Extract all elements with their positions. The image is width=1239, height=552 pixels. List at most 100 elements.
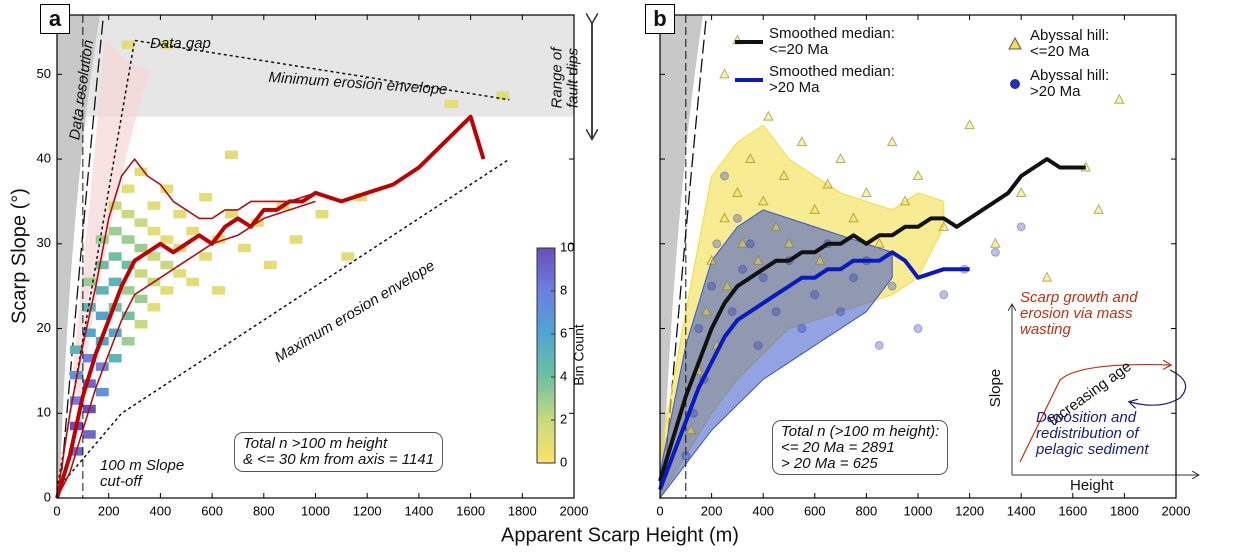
scatter-point	[753, 340, 763, 350]
scatter-point	[886, 136, 898, 147]
heatmap-cell	[496, 91, 510, 100]
y-tick-label: 40	[37, 150, 51, 165]
median-line	[56, 158, 316, 499]
scatter-point	[822, 178, 834, 189]
median-line	[55, 114, 486, 499]
heatmap-cell	[160, 184, 174, 193]
heatmap-cell	[82, 430, 96, 439]
heatmap-cell	[212, 286, 226, 295]
scatter-point	[938, 220, 950, 231]
scatter-point	[732, 186, 743, 197]
scatter-point	[778, 169, 790, 180]
scatter-point	[712, 239, 722, 249]
scatter-point	[939, 290, 949, 300]
scatter-point	[887, 281, 897, 291]
scatter-point	[912, 169, 924, 180]
heatmap-cell	[95, 235, 109, 244]
heatmap-cell	[108, 201, 122, 210]
x-tick-label: 1800	[508, 503, 537, 518]
heatmap-cell	[108, 226, 122, 236]
scatter-point	[757, 195, 769, 206]
heatmap-cell	[82, 277, 96, 287]
heatmap-cell	[444, 99, 458, 109]
annotation: Deposition and redistribution of pelagic…	[1036, 409, 1149, 458]
band	[659, 209, 893, 500]
heatmap-cell	[134, 320, 148, 329]
scatter-point	[964, 119, 975, 130]
heatmap-cell	[95, 362, 109, 371]
scatter-point	[810, 290, 820, 300]
x-tick-label: 600	[201, 503, 223, 518]
scatter-point	[744, 152, 756, 164]
x-tick-label: 0	[656, 503, 663, 518]
scatter-point	[1015, 186, 1027, 197]
x-tick-label: 800	[856, 503, 878, 518]
heatmap-cell	[121, 235, 135, 244]
scatter-point	[783, 237, 795, 248]
heatmap-cell	[199, 252, 213, 261]
heatmap-cell	[186, 277, 200, 287]
scatter-point	[719, 212, 730, 223]
heatmap-cell	[134, 269, 148, 278]
scatter-point	[849, 273, 858, 283]
x-tick-label: 2000	[560, 503, 589, 518]
heatmap-cell	[108, 353, 122, 363]
scatter-point	[835, 152, 846, 164]
scatter-point	[763, 110, 774, 121]
scatter-point	[701, 305, 712, 316]
heatmap-cell	[69, 345, 83, 354]
heatmap-cell	[263, 260, 277, 270]
scatter-point	[836, 307, 846, 317]
x-tick-label: 1200	[955, 503, 984, 518]
scatter-point	[796, 136, 808, 147]
scatter-point	[1041, 271, 1053, 282]
scatter-point	[694, 324, 704, 334]
heatmap-cell	[82, 353, 96, 363]
panel-label: b	[645, 4, 675, 34]
scatter-point	[738, 264, 748, 274]
scatter-point	[706, 254, 717, 265]
inset-axis-label: Height	[1070, 477, 1114, 494]
heatmap-cell	[225, 209, 238, 219]
heatmap-cell	[199, 192, 213, 202]
x-axis-label: Apparent Scarp Height (m)	[501, 524, 739, 547]
scatter-point	[913, 324, 923, 334]
x-tick-label: 400	[752, 503, 774, 518]
heatmap-cell	[212, 235, 226, 244]
heatmap-cell	[289, 235, 303, 244]
colorbar-tick-label: 10	[560, 239, 574, 254]
heatmap-cell	[95, 260, 109, 270]
heatmap-cell	[134, 167, 148, 176]
heatmap-cell	[121, 40, 135, 49]
heatmap-cell	[160, 286, 174, 295]
heatmap-cell	[82, 328, 96, 337]
heatmap-cell	[134, 243, 148, 253]
colorbar-tick-label: 4	[560, 368, 567, 383]
scatter-point	[809, 203, 821, 214]
scatter-point	[1113, 93, 1125, 104]
scatter-point	[1016, 222, 1026, 232]
x-tick-label: 1600	[1058, 503, 1087, 518]
median-line	[56, 200, 316, 499]
heatmap-cell	[69, 396, 83, 405]
inset-axis-label: Slope	[987, 368, 1005, 408]
heatmap-cell	[121, 337, 135, 346]
legend-marker	[1010, 79, 1020, 89]
scatter-point	[771, 307, 781, 317]
heatmap-cell	[95, 311, 109, 321]
y-tick-label: 0	[44, 489, 51, 504]
scatter-point	[848, 212, 859, 223]
heatmap-cell	[341, 252, 355, 261]
heatmap-cell	[95, 286, 109, 295]
envelope-line	[56, 158, 510, 490]
scatter-point	[861, 186, 872, 197]
heatmap-cell	[121, 260, 135, 270]
x-tick-label: 1000	[301, 503, 330, 518]
scatter-point	[727, 307, 737, 317]
stats-box: Total n >100 m height & <= 30 km from ax…	[234, 432, 444, 472]
heatmap-cell	[225, 150, 238, 160]
heatmap-cell	[134, 218, 148, 227]
legend-label: Abyssal hill: >20 Ma	[1030, 67, 1110, 100]
scatter-point	[873, 237, 885, 248]
